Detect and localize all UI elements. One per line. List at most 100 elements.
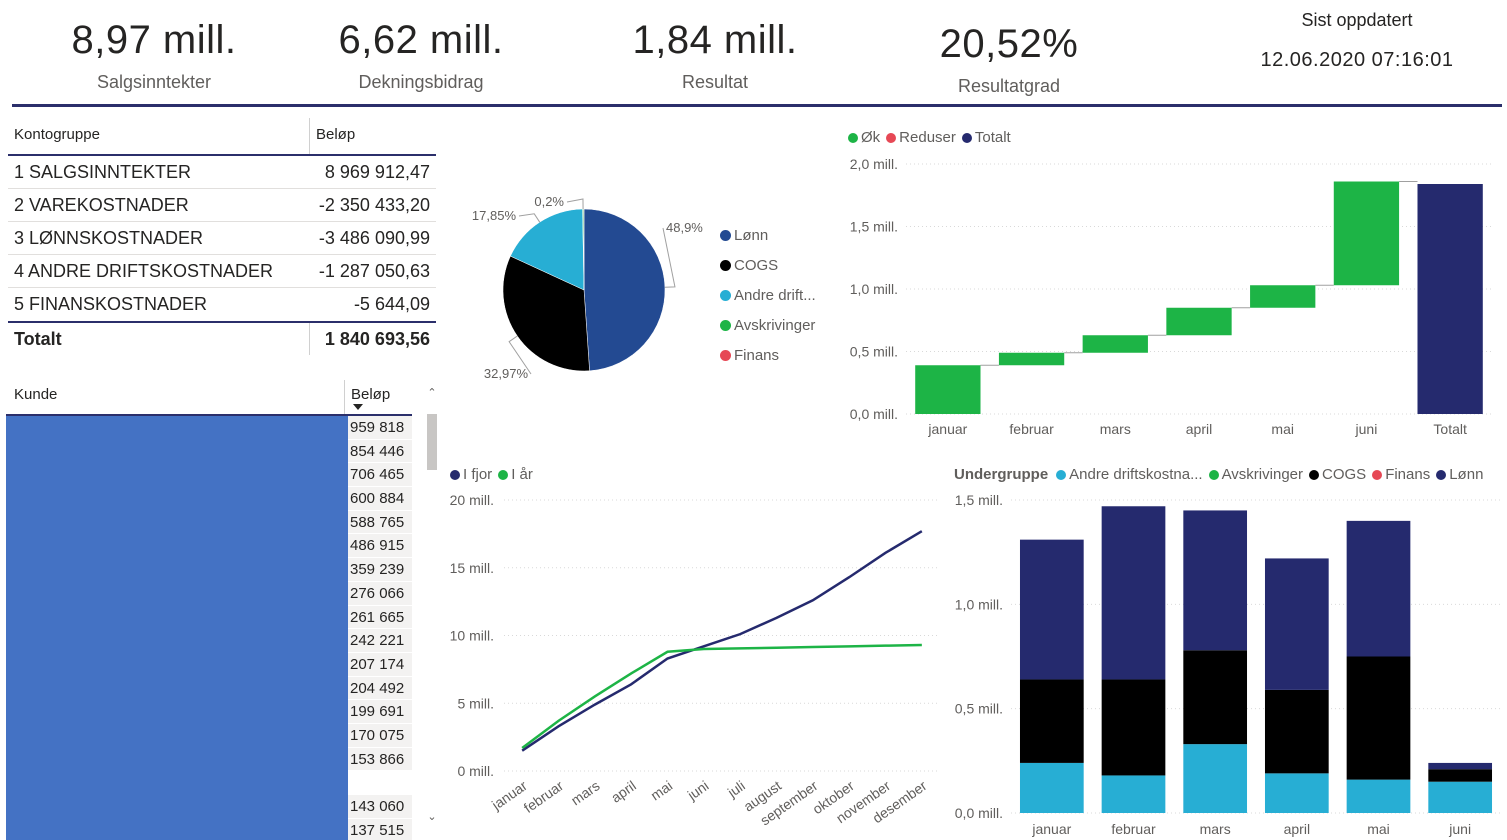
- pie-leader-line: [566, 198, 584, 210]
- stacked-bar-segment[interactable]: [1101, 506, 1166, 680]
- table-row[interactable]: 5 FINANSKOSTNADER -5 644,09: [8, 288, 436, 321]
- line-series-i-ar[interactable]: [521, 643, 922, 749]
- legend-item[interactable]: Totalt: [961, 129, 1011, 146]
- stacked-bar-segment[interactable]: [1346, 656, 1411, 780]
- waterfall-bar[interactable]: [998, 352, 1065, 366]
- kunde-value-cell[interactable]: 276 066: [348, 581, 412, 606]
- kontogruppe-table[interactable]: Kontogruppe Beløp 1 SALGSINNTEKTER 8 969…: [8, 118, 436, 355]
- kpi-resultatgrad[interactable]: 20,52% Resultatgrad: [909, 24, 1109, 97]
- kunde-value-cell[interactable]: 706 465: [348, 463, 412, 488]
- legend-item[interactable]: Avskrivinger: [1208, 466, 1303, 483]
- stacked-bar-segment[interactable]: [1264, 773, 1329, 813]
- kpi-resultat[interactable]: 1,84 mill. Resultat: [615, 20, 815, 93]
- waterfall-bar[interactable]: [1250, 285, 1316, 308]
- kunde-value-cell[interactable]: 137 515: [348, 818, 412, 840]
- legend-item[interactable]: Avskrivinger: [720, 310, 816, 340]
- waterfall-bar[interactable]: [1166, 307, 1232, 336]
- kpi-dekningsbidrag[interactable]: 6,62 mill. Dekningsbidrag: [321, 20, 521, 93]
- kunde-value-cell[interactable]: 959 818: [348, 416, 412, 440]
- column-header-kontogruppe[interactable]: Kontogruppe: [8, 118, 310, 154]
- waterfall-bar[interactable]: [1082, 335, 1148, 353]
- scroll-down-icon[interactable]: ⌄: [427, 811, 437, 823]
- column-header-belop[interactable]: Beløp: [316, 126, 356, 143]
- vertical-scrollbar[interactable]: ⌃ ⌄: [426, 380, 438, 840]
- legend-item[interactable]: COGS: [720, 250, 816, 280]
- line-legend[interactable]: I fjor I år: [450, 466, 539, 483]
- kunde-value-cell[interactable]: 854 446: [348, 439, 412, 464]
- waterfall-bar[interactable]: [915, 365, 981, 414]
- kunde-value-cell[interactable]: 242 221: [348, 629, 412, 653]
- stacked-bar-segment[interactable]: [1264, 558, 1329, 690]
- scroll-up-icon[interactable]: ⌃: [427, 387, 437, 399]
- pie-legend[interactable]: Lønn COGS Andre drift... Avskrivinger Finans: [720, 220, 816, 370]
- legend-item[interactable]: Reduser: [886, 129, 956, 146]
- kunde-value-cell[interactable]: 588 765: [348, 510, 412, 535]
- stacked-bar-segment[interactable]: [1101, 775, 1166, 813]
- kunde-value-cell[interactable]: 207 174: [348, 652, 412, 677]
- stacked-bar-chart[interactable]: 0,0 mill. 0,5 mill. 1,0 mill. 1,5 mill. janu…: [945, 488, 1505, 840]
- waterfall-chart[interactable]: 0,0 mill. 0,5 mill. 1,0 mill. 1,5 mill. 2,0 …: [840, 150, 1500, 445]
- stacked-bar-segment[interactable]: [1183, 744, 1248, 813]
- pie-data-label: 48,9%: [666, 220, 703, 235]
- stacked-bar-segment[interactable]: [1428, 762, 1493, 770]
- waterfall-bar[interactable]: [1333, 181, 1400, 286]
- stacked-bar-segment[interactable]: [1346, 520, 1411, 657]
- kunde-value-cell[interactable]: 600 884: [348, 487, 412, 511]
- legend-item[interactable]: Andre driftskostna...: [1056, 466, 1203, 483]
- x-tick-label: mai: [648, 777, 676, 803]
- kunde-value-cell[interactable]: 261 665: [348, 605, 412, 630]
- scrollbar-thumb[interactable]: [427, 414, 437, 470]
- pie-chart[interactable]: 48,9% 32,97% 17,85% 0,2%: [440, 180, 720, 400]
- kunde-value-cell[interactable]: [348, 771, 412, 795]
- legend-item[interactable]: Øk: [848, 129, 880, 146]
- legend-item[interactable]: Finans: [720, 340, 816, 370]
- table-row[interactable]: 3 LØNNSKOSTNADER -3 486 090,99: [8, 222, 436, 255]
- kunde-value-cell[interactable]: 143 060: [348, 795, 412, 819]
- legend-item[interactable]: Lønn: [720, 220, 816, 250]
- waterfall-bar[interactable]: [1417, 184, 1483, 414]
- kunde-value-cell[interactable]: 170 075: [348, 723, 412, 748]
- last-updated-card[interactable]: Sist oppdatert 12.06.2020 07:16:01: [1247, 10, 1467, 72]
- line-chart[interactable]: 0 mill.5 mill.10 mill.15 mill.20 mill.ja…: [440, 488, 950, 840]
- kpi-salgsinntekter[interactable]: 8,97 mill. Salgsinntekter: [54, 20, 254, 93]
- last-updated-value: 12.06.2020 07:16:01: [1260, 49, 1454, 71]
- stacked-bar-segment[interactable]: [1101, 679, 1166, 776]
- table-row[interactable]: 2 VAREKOSTNADER -2 350 433,20: [8, 189, 436, 222]
- kunde-values-column: 959 818 854 446 706 465 600 884 588 765 486 9…: [348, 416, 412, 840]
- legend-item[interactable]: Andre drift...: [720, 280, 816, 310]
- pie-slice[interactable]: [583, 208, 666, 372]
- table-row[interactable]: 4 ANDRE DRIFTSKOSTNADER -1 287 050,63: [8, 255, 436, 288]
- line-series-i-fjor[interactable]: [521, 530, 923, 752]
- stacked-bar-segment[interactable]: [1019, 762, 1084, 813]
- legend-item[interactable]: I år: [498, 466, 533, 483]
- kunde-value-cell[interactable]: 359 239: [348, 558, 412, 582]
- pie-slice[interactable]: [510, 208, 585, 291]
- column-header-kunde[interactable]: Kunde: [14, 386, 58, 403]
- stacked-bar-segment[interactable]: [1183, 510, 1248, 651]
- stacked-bar-segment[interactable]: [1019, 539, 1084, 680]
- column-header-belop[interactable]: Beløp: [344, 380, 412, 414]
- stacked-bar-segment[interactable]: [1019, 679, 1084, 763]
- stacked-bar-segment[interactable]: [1428, 769, 1493, 782]
- row-amount: -1 287 050,63: [318, 260, 430, 281]
- legend-item[interactable]: Lønn: [1436, 466, 1483, 483]
- stacked-bar-segment[interactable]: [1428, 781, 1493, 813]
- sort-descending-icon[interactable]: [353, 404, 363, 410]
- stacked-bar-segment[interactable]: [1346, 779, 1411, 813]
- stacked-bar-segment[interactable]: [1264, 689, 1329, 774]
- kunde-value-cell[interactable]: 204 492: [348, 676, 412, 701]
- kunde-value-cell[interactable]: 199 691: [348, 700, 412, 724]
- pie-slice[interactable]: [502, 255, 590, 372]
- legend-item[interactable]: I fjor: [450, 466, 492, 483]
- kunde-value-cell[interactable]: 153 866: [348, 747, 412, 772]
- table-row[interactable]: 1 SALGSINNTEKTER 8 969 912,47: [8, 156, 436, 189]
- stacked-legend[interactable]: Undergruppe Andre driftskostna... Avskrivi…: [954, 466, 1489, 483]
- kunde-table[interactable]: Kunde Beløp 959 818 854 446 706 465 600 884…: [6, 380, 438, 840]
- stacked-bar-segment[interactable]: [1183, 650, 1248, 745]
- table-total-row[interactable]: Totalt 1 840 693,56: [8, 321, 436, 355]
- legend-item[interactable]: Finans: [1372, 466, 1430, 483]
- kunde-value-cell[interactable]: 486 915: [348, 534, 412, 559]
- waterfall-legend[interactable]: Øk Reduser Totalt: [848, 129, 1017, 146]
- x-tick-label: mars: [1200, 821, 1231, 837]
- legend-item[interactable]: COGS: [1309, 466, 1366, 483]
